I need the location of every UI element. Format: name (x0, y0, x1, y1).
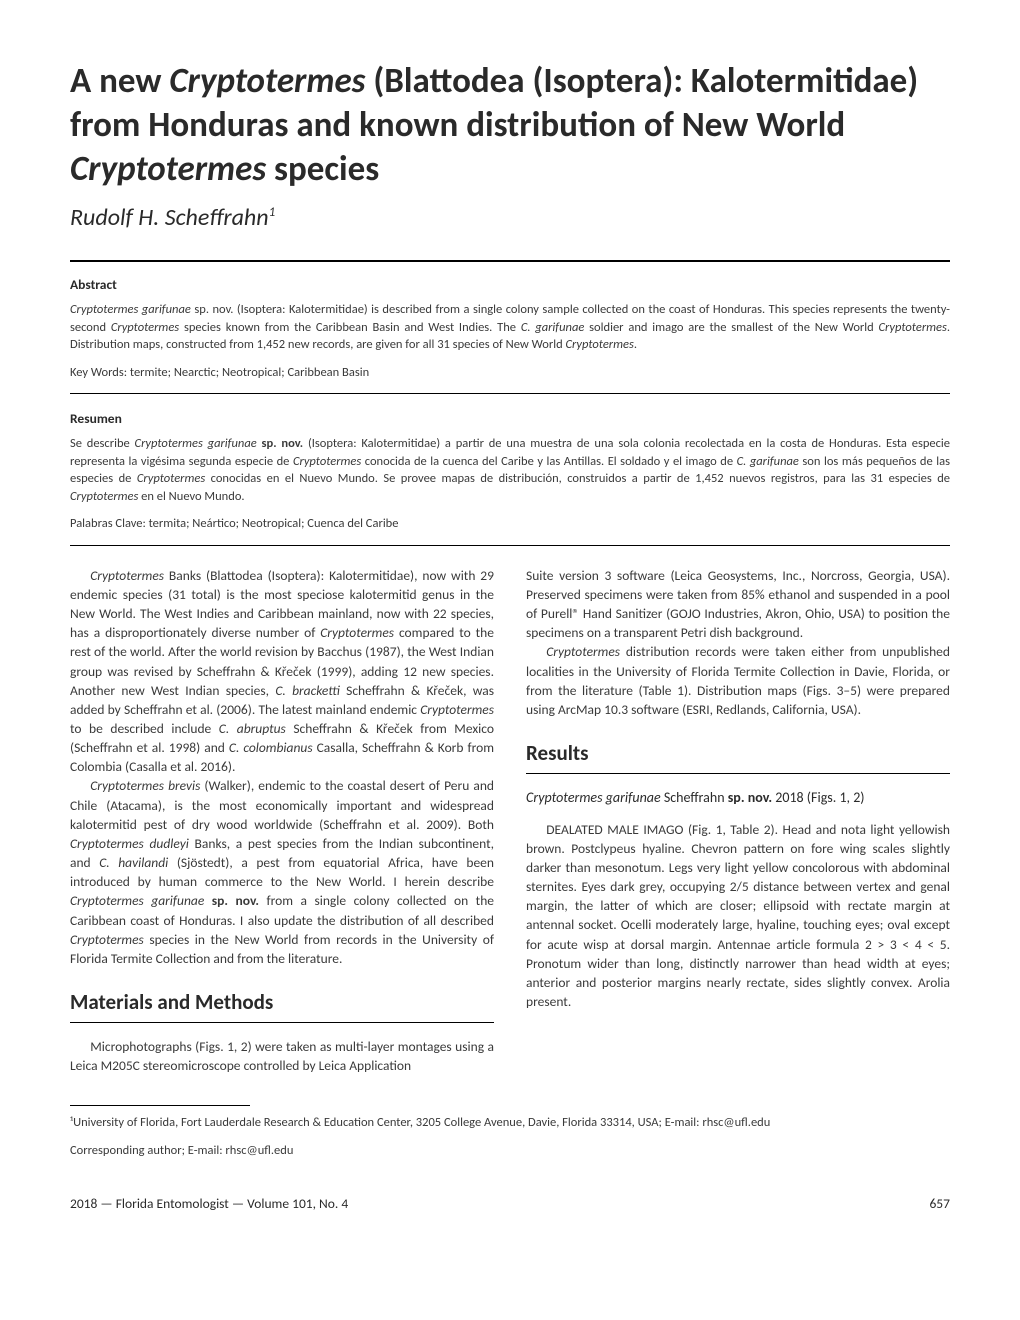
resumen-species: Cryptotermes garifunae (135, 436, 257, 451)
title-text: A new (70, 60, 169, 102)
body-text: to be described include (70, 720, 219, 737)
left-column: Cryptotermes Banks (Blattodea (Isoptera)… (70, 566, 494, 1075)
resumen-genus: Cryptotermes (70, 489, 138, 504)
species-name: Cryptotermes dudleyi (70, 835, 189, 852)
genus-name: Cryptotermes (320, 624, 394, 641)
materials-heading: Materials and Methods (70, 988, 494, 1018)
species-name: Cryptotermes brevis (90, 777, 200, 794)
genus-name: Cryptotermes (420, 701, 494, 718)
resumen-genus: Cryptotermes (293, 454, 361, 469)
sp-nov: sp. nov. (204, 892, 259, 909)
authority: Scheffrahn (661, 789, 728, 806)
rule-divider (526, 773, 950, 774)
title-genus: Cryptotermes (70, 148, 266, 190)
species-name: C. colombianus (229, 739, 313, 756)
results-paragraph: DEALATED MALE IMAGO (Fig. 1, Table 2). H… (526, 820, 950, 1012)
sp-nov: sp. nov. (728, 789, 772, 806)
resumen-genus: Cryptotermes (137, 471, 205, 486)
abstract-species: Cryptotermes garifunae (70, 302, 191, 317)
affiliation-text: ¹University of Florida, Fort Lauderdale … (70, 1114, 950, 1132)
genus-name: Cryptotermes (70, 931, 144, 948)
abstract-species: C. garifunae (521, 320, 585, 335)
genus-name: Cryptotermes (546, 643, 620, 660)
species-name: Cryptotermes garifunae (526, 789, 661, 806)
resumen-text: conocidas en el Nuevo Mundo. Se provee m… (205, 471, 950, 486)
year-figs: 2018 (Figs. 1, 2) (772, 789, 864, 806)
rule-divider (70, 260, 950, 262)
title-text: species (266, 148, 379, 190)
rule-divider (70, 393, 950, 394)
abstract-text: soldier and imago are the smallest of th… (584, 320, 878, 335)
abstract-genus: Cryptotermes (565, 337, 633, 352)
resumen-text: en el Nuevo Mundo. (138, 489, 244, 504)
abstract-text: . (634, 337, 637, 352)
results-heading: Results (526, 739, 950, 769)
resumen-text: Se describe (70, 436, 135, 451)
resumen-body: Se describe Cryptotermes garifunae sp. n… (70, 435, 950, 505)
abstract-label: Abstract (70, 276, 950, 293)
species-name: C. havilandi (99, 854, 168, 871)
resumen-label: Resumen (70, 410, 950, 427)
footnote-rule (70, 1105, 250, 1106)
resumen-species: C. garifunae (737, 454, 799, 469)
abstract-genus: Cryptotermes (111, 320, 179, 335)
species-name: C. bracketti (275, 682, 340, 699)
right-column: Suite version 3 software (Leica Geosyste… (526, 566, 950, 1075)
species-name: Cryptotermes garifunae (70, 892, 204, 909)
page-footer: 2018 — Florida Entomologist — Volume 101… (70, 1195, 950, 1212)
palabras-clave: Palabras Clave: termita; Neártico; Neotr… (70, 515, 950, 533)
genus-name: Cryptotermes (90, 567, 164, 584)
two-column-body: Cryptotermes Banks (Blattodea (Isoptera)… (70, 566, 950, 1075)
rule-divider (70, 545, 950, 546)
keywords: Key Words: termite; Nearctic; Neotropica… (70, 364, 950, 382)
corresponding-author: Corresponding author; E-mail: rhsc@ufl.e… (70, 1142, 950, 1160)
journal-info: 2018 — Florida Entomologist — Volume 101… (70, 1195, 348, 1212)
species-subheading: Cryptotermes garifunae Scheffrahn sp. no… (526, 788, 950, 808)
rule-divider (70, 1022, 494, 1023)
abstract-text: species known from the Caribbean Basin a… (179, 320, 521, 335)
page-number: 657 (929, 1195, 950, 1212)
materials-paragraph: Microphotographs (Figs. 1, 2) were taken… (70, 1037, 494, 1075)
author-name: Rudolf H. Scheffrahn (70, 203, 269, 232)
abstract-genus: Cryptotermes (879, 320, 947, 335)
author-affil-sup: 1 (269, 205, 276, 220)
intro-paragraph: Cryptotermes brevis (Walker), endemic to… (70, 776, 494, 968)
title-genus: Cryptotermes (169, 60, 365, 102)
methods-paragraph: Cryptotermes distribution records were t… (526, 642, 950, 719)
intro-paragraph: Cryptotermes Banks (Blattodea (Isoptera)… (70, 566, 494, 777)
author-line: Rudolf H. Scheffrahn1 (70, 203, 950, 232)
methods-paragraph: Suite version 3 software (Leica Geosyste… (526, 566, 950, 643)
article-title: A new Cryptotermes (Blattodea (Isoptera)… (70, 60, 950, 191)
abstract-body: Cryptotermes garifunae sp. nov. (Isopter… (70, 301, 950, 354)
resumen-text: conocida de la cuenca del Caribe y las A… (361, 454, 736, 469)
species-name: C. abruptus (219, 720, 286, 737)
